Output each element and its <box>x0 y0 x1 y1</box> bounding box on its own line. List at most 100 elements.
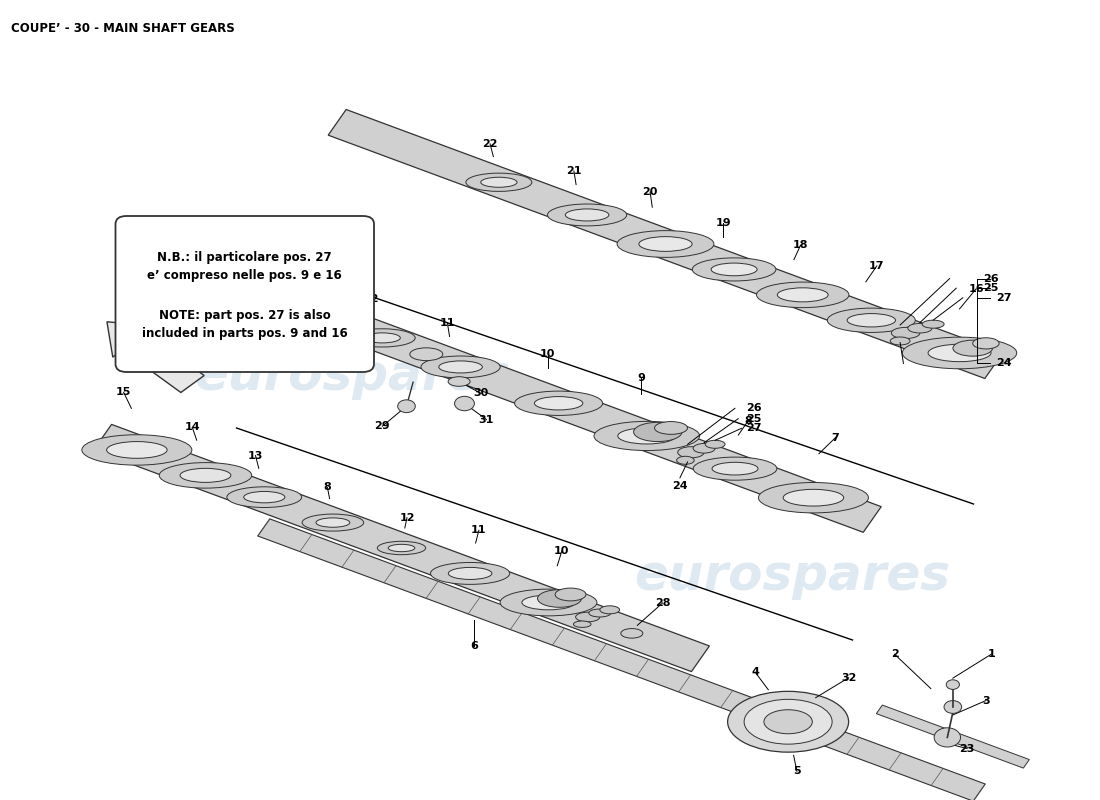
Text: 30: 30 <box>473 389 488 398</box>
Text: 7: 7 <box>832 433 839 442</box>
Ellipse shape <box>244 491 285 503</box>
Ellipse shape <box>934 728 960 747</box>
Ellipse shape <box>594 422 700 450</box>
Text: 26: 26 <box>746 403 761 414</box>
Ellipse shape <box>727 691 848 752</box>
Ellipse shape <box>618 428 675 444</box>
Ellipse shape <box>398 400 416 413</box>
Text: 5: 5 <box>793 766 801 776</box>
Text: 10: 10 <box>554 546 570 556</box>
Text: 16: 16 <box>968 284 983 294</box>
Text: 17: 17 <box>869 261 884 271</box>
Text: COUPE’ - 30 - MAIN SHAFT GEARS: COUPE’ - 30 - MAIN SHAFT GEARS <box>11 22 234 35</box>
Text: 19: 19 <box>715 218 730 228</box>
Text: 15: 15 <box>116 387 131 398</box>
Ellipse shape <box>617 230 714 258</box>
Ellipse shape <box>783 490 844 506</box>
Text: 3: 3 <box>982 695 990 706</box>
Ellipse shape <box>521 595 575 610</box>
Ellipse shape <box>481 178 517 187</box>
Ellipse shape <box>972 338 999 349</box>
Ellipse shape <box>535 397 583 410</box>
Text: 9: 9 <box>637 374 646 383</box>
Ellipse shape <box>946 680 959 690</box>
Ellipse shape <box>712 462 758 475</box>
Ellipse shape <box>693 457 777 480</box>
Ellipse shape <box>847 314 895 327</box>
Ellipse shape <box>81 434 191 465</box>
Ellipse shape <box>891 327 920 338</box>
Ellipse shape <box>538 590 582 607</box>
Text: 6: 6 <box>471 641 478 650</box>
Ellipse shape <box>944 701 961 714</box>
Ellipse shape <box>758 482 868 513</box>
Text: 25: 25 <box>982 283 998 293</box>
Polygon shape <box>328 110 1003 378</box>
Text: 26: 26 <box>982 274 999 283</box>
Ellipse shape <box>430 562 509 584</box>
Ellipse shape <box>634 422 682 442</box>
Polygon shape <box>257 519 986 800</box>
Text: 10: 10 <box>540 349 556 358</box>
Text: eurospares: eurospares <box>194 352 510 400</box>
Ellipse shape <box>548 204 627 226</box>
Ellipse shape <box>160 462 252 488</box>
Ellipse shape <box>448 377 470 386</box>
Text: 23: 23 <box>959 743 975 754</box>
Ellipse shape <box>302 514 364 531</box>
Text: 29: 29 <box>374 422 390 431</box>
Ellipse shape <box>890 337 910 345</box>
Ellipse shape <box>922 320 944 328</box>
Ellipse shape <box>573 621 591 627</box>
Ellipse shape <box>588 609 610 617</box>
Text: 24: 24 <box>672 481 688 491</box>
Ellipse shape <box>377 542 426 554</box>
Text: 11: 11 <box>471 526 486 535</box>
Text: 1: 1 <box>988 649 996 659</box>
Ellipse shape <box>827 308 915 333</box>
Ellipse shape <box>515 391 603 415</box>
Polygon shape <box>197 260 881 532</box>
Text: 8: 8 <box>323 482 331 492</box>
Text: N.B.: il particolare pos. 27
e’ compreso nelle pos. 9 e 16: N.B.: il particolare pos. 27 e’ compreso… <box>147 250 342 282</box>
Text: 12: 12 <box>399 513 415 522</box>
Ellipse shape <box>439 361 483 373</box>
Text: 13: 13 <box>248 450 263 461</box>
Ellipse shape <box>620 629 642 638</box>
Ellipse shape <box>364 333 400 343</box>
Ellipse shape <box>575 612 600 622</box>
Ellipse shape <box>676 456 694 464</box>
Text: 11: 11 <box>440 318 455 328</box>
Text: 14: 14 <box>185 422 200 432</box>
Ellipse shape <box>908 323 932 333</box>
Text: 2: 2 <box>891 649 899 659</box>
Text: 32: 32 <box>840 673 856 682</box>
Ellipse shape <box>757 282 849 308</box>
Ellipse shape <box>639 237 692 251</box>
Text: 28: 28 <box>654 598 670 608</box>
Ellipse shape <box>180 468 231 482</box>
Text: 22: 22 <box>482 139 498 149</box>
Ellipse shape <box>565 209 609 221</box>
Text: 8: 8 <box>745 416 752 426</box>
Ellipse shape <box>556 588 586 601</box>
Text: 18: 18 <box>793 240 808 250</box>
Text: 21: 21 <box>566 166 582 176</box>
Text: 27: 27 <box>996 293 1011 302</box>
Ellipse shape <box>500 589 597 616</box>
Ellipse shape <box>388 544 415 552</box>
Polygon shape <box>107 322 205 393</box>
Ellipse shape <box>316 518 350 527</box>
Ellipse shape <box>953 340 992 356</box>
Text: eurospares: eurospares <box>634 552 950 600</box>
Ellipse shape <box>928 344 991 362</box>
Polygon shape <box>877 705 1030 768</box>
Ellipse shape <box>693 443 715 453</box>
Ellipse shape <box>778 288 828 302</box>
Text: 12: 12 <box>363 294 378 305</box>
Ellipse shape <box>763 710 812 734</box>
Ellipse shape <box>227 487 301 507</box>
Ellipse shape <box>654 422 688 434</box>
Ellipse shape <box>678 446 704 458</box>
Polygon shape <box>94 424 710 672</box>
